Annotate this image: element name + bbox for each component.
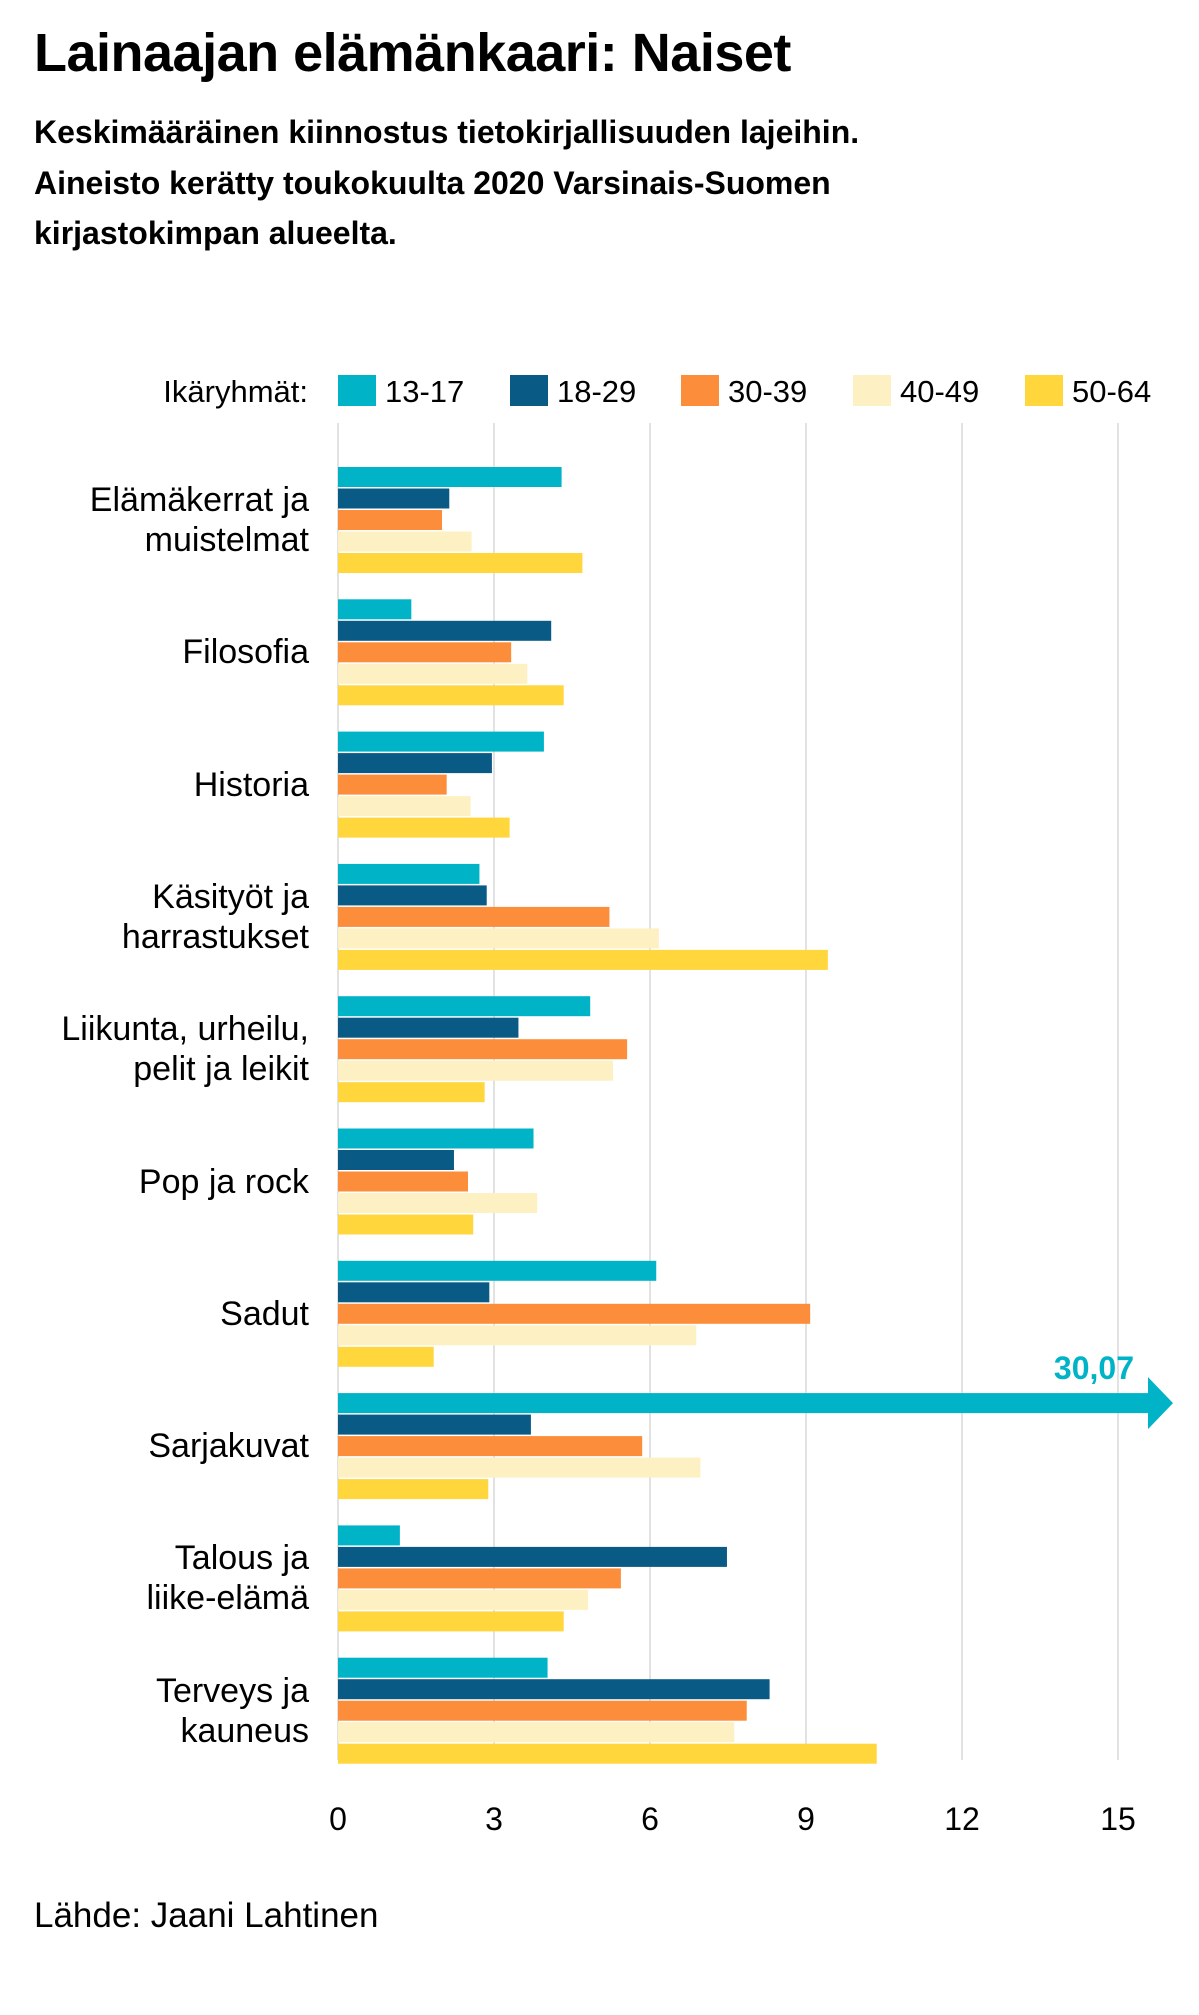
- category-label: Pop ja rock: [138, 1162, 309, 1201]
- bar: [338, 1546, 727, 1567]
- value-label: 30,07: [1054, 1350, 1134, 1386]
- bar: [338, 774, 447, 795]
- subtitle: Keskimääräinen kiinnostus tietokirjallis…: [34, 114, 860, 150]
- bar: [338, 685, 564, 706]
- bar: [338, 1214, 474, 1235]
- legend-swatch: [338, 375, 376, 406]
- bar: [338, 1193, 538, 1213]
- category-label: Historia: [193, 765, 309, 804]
- bar: [338, 885, 487, 906]
- category-label: Sarjakuvat: [148, 1427, 309, 1466]
- x-tick-label: 6: [641, 1801, 659, 1837]
- category-label: Terveys ja kauneus: [155, 1671, 309, 1750]
- bar: [338, 1743, 877, 1764]
- bar: [338, 1457, 701, 1478]
- bar: [338, 1171, 468, 1192]
- source: Lähde: Jaani Lahtinen: [34, 1896, 379, 1935]
- category-label: Liikunta, urheilu, pelit ja leikit: [61, 1010, 309, 1089]
- bar: [338, 510, 442, 530]
- bar: [338, 467, 562, 487]
- subtitle: kirjastokimpan alueelta.: [34, 215, 397, 251]
- legend-swatch: [510, 375, 548, 406]
- legend-label: 40-49: [900, 374, 979, 409]
- bar: [338, 1679, 770, 1700]
- legend-title: Ikäryhmät:: [163, 374, 308, 409]
- x-tick-label: 0: [329, 1801, 347, 1837]
- bar: [338, 1346, 434, 1367]
- category-label: Talous ja liike-elämä: [146, 1539, 310, 1618]
- bar: [338, 1393, 1148, 1414]
- bar: [338, 1150, 454, 1170]
- bar: [338, 1722, 735, 1743]
- legend-swatch: [681, 375, 719, 406]
- bar: [338, 1039, 628, 1060]
- bar: [338, 928, 659, 949]
- bar: [338, 949, 828, 970]
- category-label: Filosofia: [182, 633, 309, 672]
- bar: [338, 1060, 614, 1081]
- legend-swatch: [853, 375, 891, 406]
- bar: [338, 1700, 747, 1721]
- bar: [338, 817, 510, 838]
- bar: [338, 863, 480, 884]
- bar: [338, 1303, 811, 1324]
- bar: [338, 488, 450, 509]
- bar: [338, 1479, 489, 1500]
- legend-label: 18-29: [557, 374, 636, 409]
- bar: [338, 1260, 657, 1281]
- legend-label: 30-39: [728, 374, 807, 409]
- bar: [338, 1017, 519, 1038]
- bar: [338, 1611, 564, 1632]
- bar: [338, 996, 591, 1017]
- bar: [338, 1525, 400, 1546]
- bar: [338, 531, 472, 552]
- bar: [338, 1436, 643, 1457]
- bar: [338, 1414, 531, 1435]
- chart-title: Lainaajan elämänkaari: Naiset: [34, 23, 791, 83]
- x-tick-label: 3: [485, 1801, 503, 1837]
- x-tick-label: 15: [1100, 1801, 1136, 1837]
- arrow-head: [1148, 1377, 1173, 1430]
- bar: [338, 620, 552, 641]
- bar: [338, 906, 610, 927]
- legend-label: 50-64: [1072, 374, 1151, 409]
- bar: [338, 1589, 589, 1610]
- bar: [338, 599, 412, 620]
- legend-swatch: [1025, 375, 1063, 406]
- category-label: Sadut: [220, 1294, 309, 1333]
- bar: [338, 731, 544, 752]
- legend-label: 13-17: [385, 374, 464, 409]
- bar: [338, 1282, 490, 1303]
- x-tick-label: 12: [944, 1801, 980, 1837]
- bar: [338, 553, 583, 573]
- bar: [338, 1082, 485, 1103]
- bar: [338, 1128, 534, 1149]
- bar: [338, 1325, 697, 1346]
- bar: [338, 1568, 621, 1589]
- bar: [338, 663, 528, 684]
- bar: [338, 796, 471, 817]
- subtitle: Aineisto kerätty toukokuulta 2020 Varsin…: [34, 165, 831, 201]
- category-label: Elämäkerrat ja muistelmat: [89, 481, 309, 559]
- bar: [338, 753, 492, 774]
- bar: [338, 1657, 548, 1678]
- bar: [338, 642, 512, 663]
- x-tick-label: 9: [797, 1801, 815, 1837]
- category-label: Käsityöt ja harrastukset: [121, 877, 309, 956]
